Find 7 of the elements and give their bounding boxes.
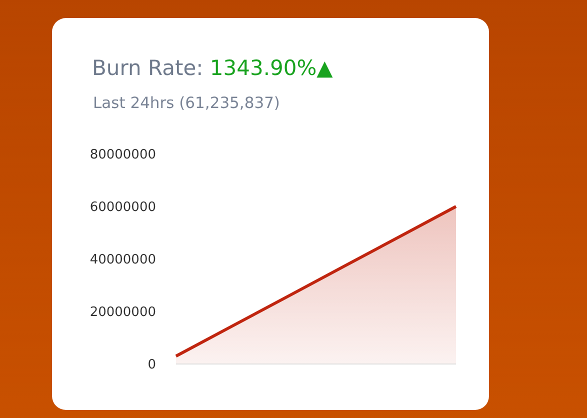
chart-title: Burn Rate: 1343.90%▲ [92, 56, 333, 80]
y-tick-label: 20000000 [90, 305, 156, 320]
y-tick-label: 40000000 [90, 252, 156, 268]
chart-subtitle: Last 24hrs (61,235,837) [93, 94, 280, 112]
y-tick-label: 0 [148, 358, 156, 373]
y-tick-label: 80000000 [90, 148, 156, 163]
y-tick-label: 60000000 [90, 200, 156, 216]
